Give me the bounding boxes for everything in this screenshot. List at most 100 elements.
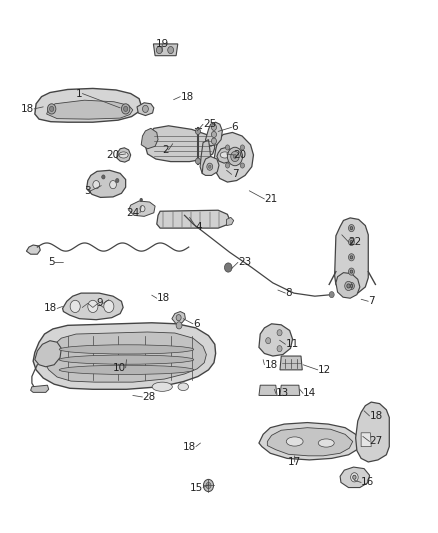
- Ellipse shape: [59, 365, 194, 375]
- Circle shape: [266, 337, 271, 344]
- Circle shape: [93, 181, 99, 189]
- Ellipse shape: [318, 439, 334, 447]
- Circle shape: [88, 300, 98, 312]
- Circle shape: [70, 300, 80, 312]
- Circle shape: [350, 285, 353, 287]
- Circle shape: [206, 482, 211, 489]
- Text: 19: 19: [155, 39, 169, 49]
- Circle shape: [350, 240, 353, 244]
- Circle shape: [233, 155, 237, 158]
- Circle shape: [350, 227, 353, 230]
- Circle shape: [212, 124, 216, 131]
- Circle shape: [329, 292, 334, 298]
- Text: 3: 3: [84, 186, 91, 196]
- Polygon shape: [87, 171, 126, 197]
- Polygon shape: [336, 273, 360, 298]
- Circle shape: [350, 473, 358, 482]
- Circle shape: [349, 282, 354, 289]
- Circle shape: [47, 104, 56, 114]
- Circle shape: [349, 224, 354, 232]
- Text: 18: 18: [370, 411, 383, 421]
- Text: 13: 13: [276, 389, 289, 398]
- Circle shape: [49, 107, 54, 111]
- Polygon shape: [117, 148, 131, 162]
- Circle shape: [195, 158, 201, 164]
- Text: 4: 4: [196, 222, 202, 232]
- Text: 18: 18: [180, 92, 194, 102]
- Text: 18: 18: [21, 104, 34, 114]
- Circle shape: [110, 181, 117, 189]
- Circle shape: [349, 238, 354, 246]
- Ellipse shape: [59, 345, 194, 354]
- Circle shape: [124, 107, 128, 111]
- Polygon shape: [202, 157, 219, 175]
- Text: 16: 16: [361, 478, 374, 488]
- Circle shape: [116, 179, 119, 183]
- Text: 6: 6: [193, 319, 200, 329]
- Polygon shape: [259, 324, 293, 356]
- Text: 17: 17: [288, 457, 301, 467]
- Polygon shape: [153, 44, 178, 55]
- Text: 2: 2: [162, 145, 169, 155]
- Polygon shape: [226, 217, 234, 225]
- Text: 25: 25: [203, 119, 216, 130]
- Circle shape: [350, 270, 353, 273]
- Circle shape: [102, 175, 105, 179]
- Polygon shape: [267, 427, 353, 456]
- Text: 22: 22: [349, 237, 362, 247]
- Ellipse shape: [286, 437, 303, 446]
- Ellipse shape: [178, 383, 188, 391]
- Polygon shape: [63, 293, 123, 320]
- Circle shape: [226, 163, 230, 168]
- Text: 18: 18: [44, 303, 57, 313]
- Polygon shape: [172, 311, 185, 324]
- Text: 23: 23: [238, 257, 251, 268]
- Polygon shape: [33, 323, 215, 389]
- Circle shape: [203, 479, 214, 491]
- Text: 12: 12: [318, 365, 331, 375]
- Text: 20: 20: [106, 150, 119, 160]
- Circle shape: [347, 284, 350, 288]
- Circle shape: [140, 206, 145, 212]
- Circle shape: [176, 322, 182, 329]
- Polygon shape: [217, 147, 233, 163]
- Circle shape: [240, 145, 244, 150]
- Polygon shape: [137, 103, 154, 116]
- Ellipse shape: [59, 355, 194, 364]
- Polygon shape: [205, 122, 223, 146]
- Circle shape: [231, 151, 239, 161]
- Text: 7: 7: [232, 169, 238, 180]
- Circle shape: [156, 46, 162, 54]
- Polygon shape: [31, 385, 49, 392]
- Text: 18: 18: [157, 293, 170, 303]
- Polygon shape: [129, 201, 155, 216]
- Text: 21: 21: [265, 194, 278, 204]
- Polygon shape: [45, 332, 206, 382]
- Circle shape: [212, 132, 216, 138]
- Circle shape: [168, 46, 173, 54]
- Polygon shape: [259, 423, 360, 460]
- Text: 1: 1: [76, 88, 82, 99]
- Polygon shape: [280, 356, 302, 370]
- Circle shape: [350, 256, 353, 259]
- Polygon shape: [157, 210, 230, 228]
- Polygon shape: [259, 385, 277, 395]
- Text: 10: 10: [113, 363, 126, 373]
- Circle shape: [240, 163, 244, 168]
- Circle shape: [104, 300, 114, 312]
- Text: 7: 7: [368, 296, 375, 306]
- Text: 18: 18: [265, 360, 278, 370]
- Circle shape: [121, 104, 130, 114]
- Circle shape: [349, 254, 354, 261]
- Circle shape: [227, 147, 243, 166]
- Polygon shape: [200, 140, 212, 174]
- Text: 18: 18: [183, 442, 196, 451]
- Circle shape: [345, 281, 352, 290]
- Circle shape: [140, 198, 143, 202]
- Text: 27: 27: [370, 437, 383, 447]
- Text: 14: 14: [303, 389, 316, 398]
- Text: 5: 5: [48, 257, 55, 268]
- Circle shape: [224, 263, 232, 272]
- Text: 24: 24: [127, 208, 140, 218]
- Polygon shape: [35, 341, 61, 367]
